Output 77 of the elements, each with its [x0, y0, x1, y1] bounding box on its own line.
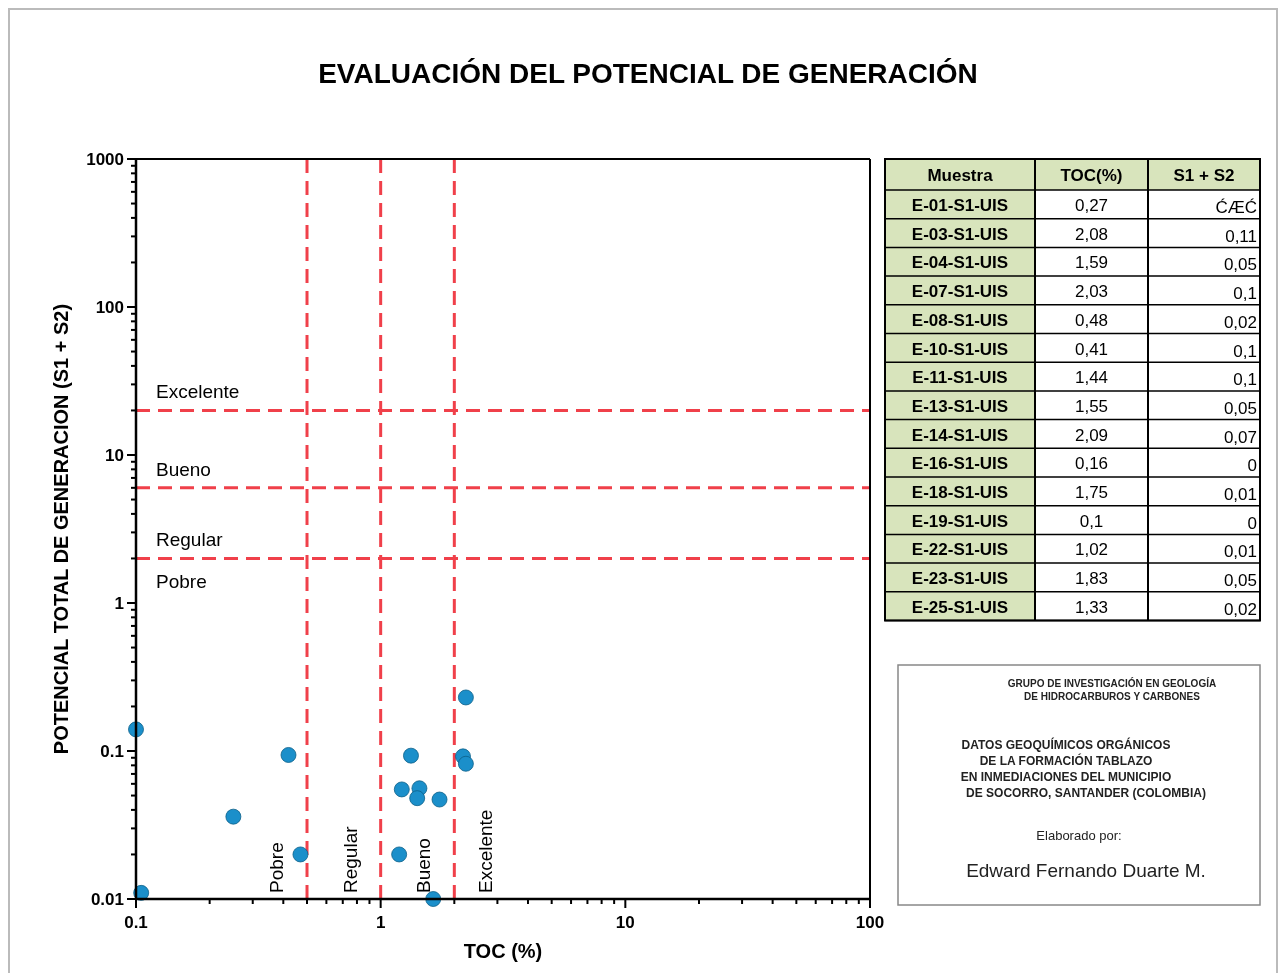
data-label: 1,02 [1074, 540, 1109, 560]
category-label: E-23-S1-UIS [911, 569, 1009, 589]
category-label: E-19-S1-UIS [911, 511, 1009, 531]
category-label: E-08-S1-UIS [911, 310, 1009, 330]
ref-line-label: Pobre [266, 842, 288, 893]
y-tick-label: 1 [114, 594, 124, 613]
text: EN INMEDIACIONES DEL MUNICIPIO [960, 770, 1172, 784]
data-label: 2,08 [1074, 224, 1109, 244]
ref-line-label: Regular [339, 825, 361, 893]
category-label: E-25-S1-UIS [911, 597, 1009, 617]
data-label: 0,11 [1225, 226, 1257, 246]
data-label: 0 [1247, 513, 1257, 533]
data-label: 0,01 [1223, 542, 1257, 562]
data-label: 0,1 [1233, 341, 1257, 361]
data-label: 0,05 [1223, 571, 1257, 591]
y-tick-label: 1000 [86, 150, 124, 169]
category-label: E-04-S1-UIS [911, 253, 1009, 273]
data-label: 0,48 [1074, 310, 1109, 330]
data-label: 0,1 [1233, 284, 1257, 304]
text: DATOS GEOQUÍMICOS ORGÁNICOS [961, 737, 1171, 752]
x-axis-title: TOC (%) [463, 940, 543, 962]
category-label: E-01-S1-UIS [911, 196, 1009, 215]
data-label: 0,1 [1233, 370, 1257, 390]
category-label: E-16-S1-UIS [911, 454, 1009, 474]
y-tick-label: 10 [105, 446, 124, 465]
data-label: 2,03 [1074, 282, 1109, 302]
data-label: 0,01 [1223, 485, 1257, 504]
y-tick-label: 0.01 [90, 890, 124, 909]
category-label: E-07-S1-UIS [911, 282, 1009, 302]
category-label: E-11-S1-UIS [912, 368, 1008, 388]
ref-line-label: Excelente [156, 381, 240, 403]
text: DE HIDROCARBUROS Y CARBONES [1024, 691, 1201, 702]
text: Elaborado por: [1036, 828, 1122, 843]
text: Muestra [927, 166, 994, 185]
data-label: 0,27 [1074, 196, 1109, 215]
text: S1 + S2 [1173, 166, 1235, 185]
data-label: 0,07 [1223, 427, 1257, 447]
annotation: Excelente [475, 809, 497, 893]
data-label: 0,1 [1079, 511, 1104, 531]
data-label: 0,02 [1223, 312, 1257, 332]
chart-title: EVALUACIÓN DEL POTENCIAL DE GENERACIÓN [318, 58, 978, 89]
category-label: E-18-S1-UIS [911, 483, 1009, 502]
y-tick-label: 0.1 [100, 742, 124, 761]
x-tick-label: 0.1 [124, 913, 148, 932]
ref-line-label: Bueno [156, 458, 211, 480]
ref-line-label: Bueno [413, 838, 435, 893]
text: Edward Fernando Duarte M. [966, 860, 1206, 881]
x-tick-label: 100 [855, 913, 885, 932]
x-tick-label: 1 [375, 913, 386, 932]
text: GRUPO DE INVESTIGACIÓN EN GEOLOGÍA [1007, 677, 1217, 689]
data-label: 1,44 [1074, 368, 1109, 388]
data-label: 1,33 [1074, 597, 1109, 617]
ref-line-label: Regular [156, 529, 224, 551]
category-label: E-03-S1-UIS [911, 224, 1009, 244]
data-label: 0,05 [1223, 398, 1257, 418]
category-label: E-13-S1-UIS [911, 396, 1009, 416]
y-tick-label: 100 [95, 298, 124, 317]
data-label: ĆÆĆ [1215, 198, 1257, 217]
data-label: 0 [1247, 456, 1257, 476]
text: DE SOCORRO, SANTANDER (COLOMBIA) [966, 786, 1206, 800]
category-label: E-14-S1-UIS [911, 425, 1009, 445]
data-label: 1,55 [1074, 396, 1109, 416]
data-label: 1,83 [1074, 569, 1109, 589]
data-label: 0,02 [1223, 599, 1257, 619]
data-label: 0,16 [1074, 454, 1109, 474]
data-label: 2,09 [1074, 425, 1109, 445]
annotation: Pobre [156, 571, 207, 593]
data-label: 1,59 [1074, 253, 1109, 273]
x-tick-label: 10 [615, 913, 635, 932]
data-label: 1,75 [1074, 483, 1109, 502]
text: DE LA FORMACIÓN TABLAZO [979, 753, 1153, 768]
data-label: 0,05 [1223, 255, 1257, 275]
category-label: E-10-S1-UIS [911, 339, 1009, 359]
text: TOC(%) [1060, 166, 1123, 185]
y-axis-title: POTENCIAL TOTAL DE GENERACION (S1 + S2) [50, 303, 72, 755]
data-label: 0,41 [1074, 339, 1109, 359]
category-label: E-22-S1-UIS [911, 540, 1009, 560]
